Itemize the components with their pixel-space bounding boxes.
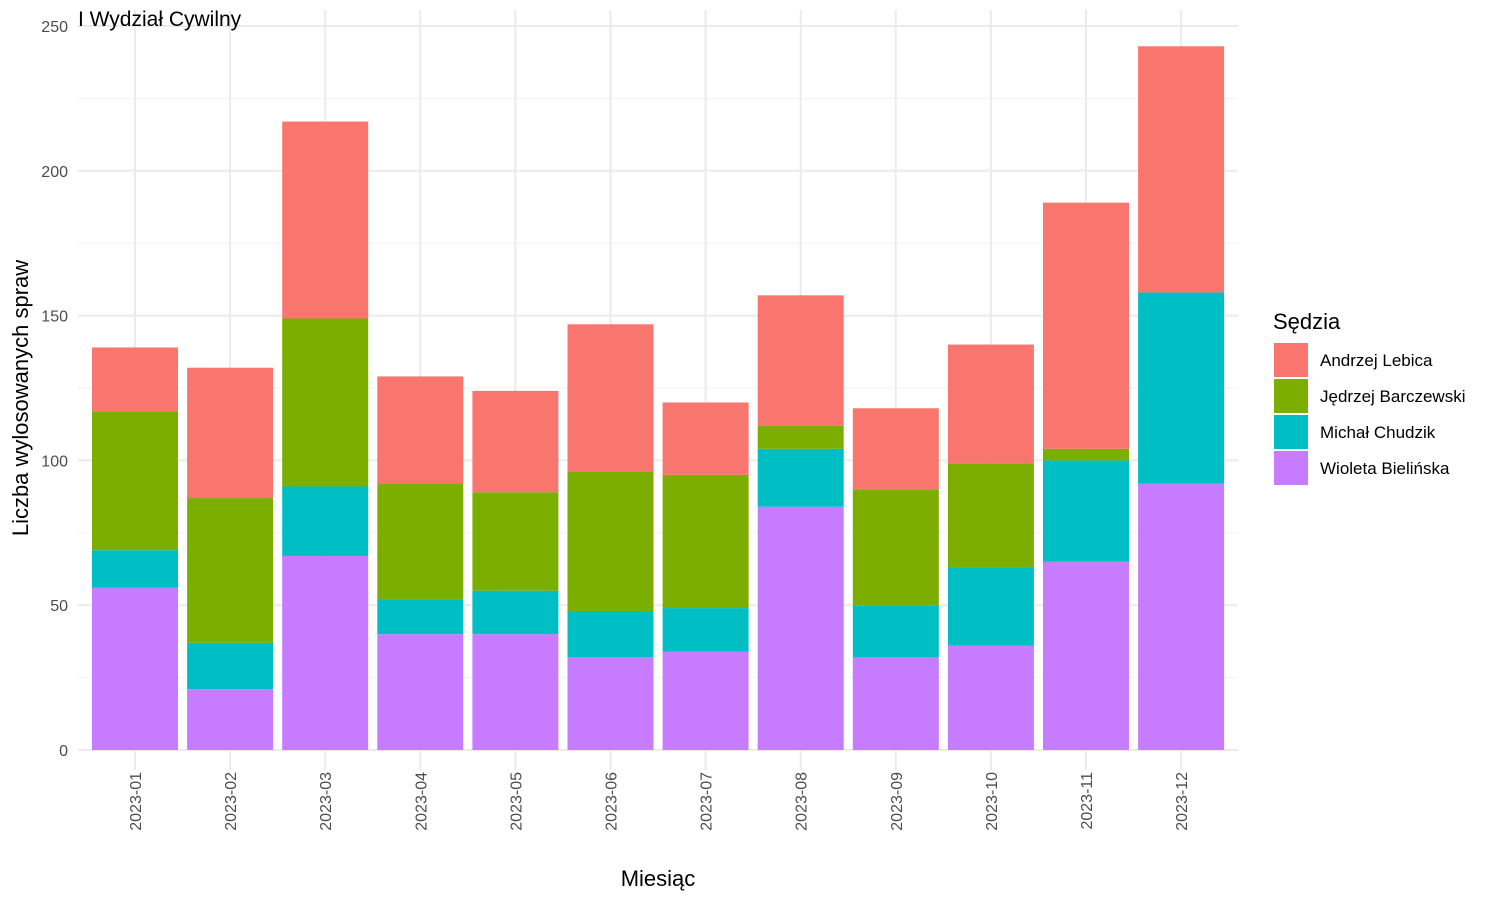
bar-segment xyxy=(187,498,274,643)
bar-segment xyxy=(757,425,844,449)
bar-segment xyxy=(187,642,274,690)
legend-swatch xyxy=(1274,343,1308,377)
legend-swatch xyxy=(1274,379,1308,413)
bar-segment xyxy=(282,555,369,750)
bar-segment xyxy=(662,474,749,609)
bar-segment xyxy=(757,295,844,426)
bar-segment xyxy=(567,471,654,611)
bar-segment xyxy=(472,492,559,591)
bar-segment xyxy=(757,506,844,750)
legend-label: Jędrzej Barczewski xyxy=(1320,387,1466,406)
y-tick-label: 100 xyxy=(41,453,68,470)
x-tick-label: 2023-05 xyxy=(508,772,525,831)
legend-swatch xyxy=(1274,451,1308,485)
bar-segment xyxy=(662,402,749,475)
bar-segment xyxy=(282,486,369,556)
bars xyxy=(92,46,1225,750)
legend-items: Andrzej Lebica Jędrzej Barczewski Michał C… xyxy=(1274,343,1466,485)
bar-segment xyxy=(472,590,559,635)
bar-segment xyxy=(662,651,749,750)
bar-segment xyxy=(662,608,749,652)
bar-segment xyxy=(1138,46,1225,293)
bar-segment xyxy=(92,411,178,551)
legend-swatch xyxy=(1274,415,1308,449)
bar-segment xyxy=(92,550,178,588)
x-tick-label: 2023-10 xyxy=(984,772,1001,831)
x-axis-tick-labels: 2023-01 2023-02 2023-03 2023-04 2023-05 2023-… xyxy=(128,772,1191,831)
bar-segment xyxy=(947,567,1034,646)
y-tick-label: 0 xyxy=(59,743,68,760)
bar-segment xyxy=(187,689,274,750)
y-tick-label: 200 xyxy=(41,164,68,181)
bar-segment xyxy=(377,634,464,750)
bar-segment xyxy=(1043,561,1129,750)
y-tick-label: 250 xyxy=(41,19,68,36)
legend-label: Wioleta Bielińska xyxy=(1320,459,1450,478)
bar-segment xyxy=(1043,202,1129,449)
x-axis-title: Miesiąc xyxy=(621,866,696,891)
bar-segment xyxy=(1043,448,1129,461)
legend-title: Sędzia xyxy=(1273,309,1341,334)
bar-segment xyxy=(567,657,654,750)
y-axis-tick-labels: 0 50 100 150 200 250 xyxy=(41,19,68,760)
x-tick-label: 2023-11 xyxy=(1079,772,1096,830)
bar-segment xyxy=(282,121,369,319)
bar-segment xyxy=(472,390,559,493)
y-axis-title: Liczba wylosowanych spraw xyxy=(8,260,33,536)
bar-segment xyxy=(852,408,939,490)
chart-title: I Wydział Cywilny xyxy=(78,8,242,31)
bar-segment xyxy=(947,645,1034,750)
x-tick-label: 2023-08 xyxy=(794,772,811,831)
legend-label: Andrzej Lebica xyxy=(1320,351,1433,370)
x-tick-label: 2023-01 xyxy=(128,772,145,831)
bar-segment xyxy=(282,318,369,487)
x-tick-label: 2023-07 xyxy=(699,772,716,831)
bar-segment xyxy=(852,605,939,658)
bar-segment xyxy=(472,634,559,750)
bar-segment xyxy=(92,347,178,412)
bar-segment xyxy=(567,324,654,472)
y-tick-label: 150 xyxy=(41,309,68,326)
bar-segment xyxy=(757,448,844,507)
bar-segment xyxy=(1138,483,1225,750)
x-tick-label: 2023-06 xyxy=(604,772,621,831)
bar-segment xyxy=(852,657,939,750)
bar-segment xyxy=(377,483,464,600)
bar-segment xyxy=(947,344,1034,464)
bar-segment xyxy=(947,463,1034,568)
legend: Sędzia Andrzej Lebica Jędrzej Barczewski M… xyxy=(1273,309,1466,485)
bar-segment xyxy=(567,610,654,658)
y-tick-label: 50 xyxy=(50,598,68,615)
x-tick-label: 2023-02 xyxy=(223,772,240,831)
bar-segment xyxy=(187,367,274,499)
x-tick-label: 2023-03 xyxy=(318,772,335,831)
legend-label: Michał Chudzik xyxy=(1320,423,1436,442)
bar-segment xyxy=(1138,292,1225,484)
x-tick-label: 2023-12 xyxy=(1174,772,1191,831)
bar-segment xyxy=(852,489,939,606)
bar-segment xyxy=(92,587,178,750)
x-tick-label: 2023-09 xyxy=(889,772,906,831)
bar-segment xyxy=(377,599,464,635)
x-tick-label: 2023-04 xyxy=(413,772,430,831)
bar-segment xyxy=(377,376,464,484)
bar-segment xyxy=(1043,460,1129,562)
